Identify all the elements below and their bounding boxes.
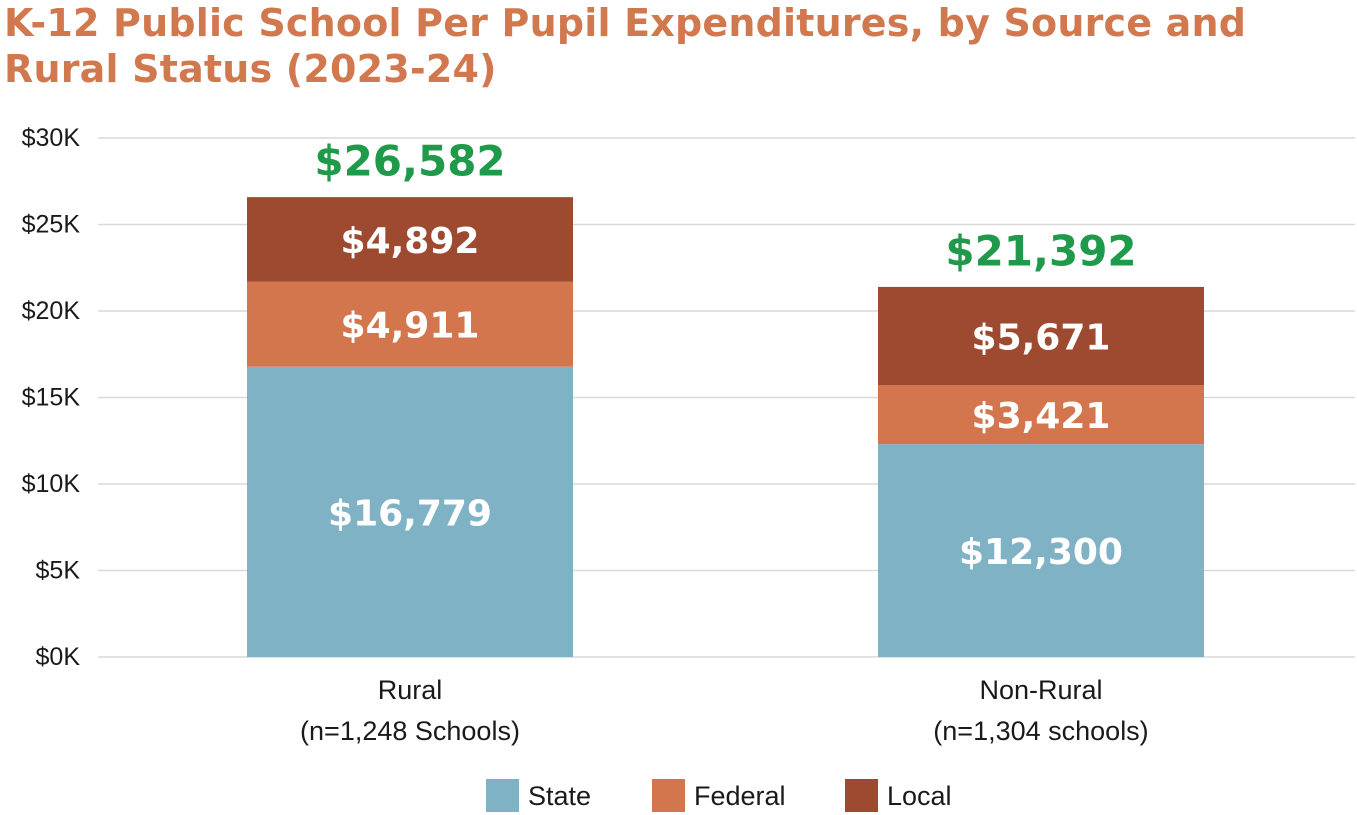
y-tick-label: $25K	[22, 211, 81, 239]
y-tick-label: $10K	[22, 470, 81, 498]
legend-label: Federal	[694, 781, 786, 811]
bar-segment-federal	[878, 385, 1204, 445]
legend-label: State	[528, 781, 591, 811]
total-value-label: $21,392	[945, 226, 1136, 275]
legend-label: Local	[887, 781, 952, 811]
category-sublabel: (n=1,248 Schools)	[300, 716, 520, 746]
y-tick-label: $5K	[36, 557, 81, 585]
segment-value-label: $5,671	[972, 317, 1111, 358]
legend-swatch-federal	[652, 779, 685, 812]
bar-segment-federal	[247, 281, 573, 367]
y-tick-label: $30K	[22, 124, 81, 152]
category-label: Rural	[378, 675, 443, 705]
chart-title: K-12 Public School Per Pupil Expenditure…	[4, 1, 1247, 91]
segment-value-label: $3,421	[972, 396, 1111, 437]
legend-swatch-state	[486, 779, 519, 812]
segment-value-label: $12,300	[959, 532, 1123, 573]
x-axis-labels: Rural (n=1,248 Schools) Non-Rural (n=1,304 …	[300, 675, 1149, 746]
data-labels: $16,779 $4,911 $4,892 $26,582 $12,300 $3,421 $…	[314, 137, 1136, 573]
category-label: Non-Rural	[979, 675, 1102, 705]
y-axis-ticks: $0K $5K $10K $15K $20K $25K $30K	[22, 124, 81, 671]
legend: State Federal Local	[486, 779, 952, 812]
bar-segment-state	[878, 444, 1204, 657]
total-value-label: $26,582	[314, 137, 505, 186]
legend-swatch-local	[845, 779, 878, 812]
category-sublabel: (n=1,304 schools)	[933, 716, 1148, 746]
y-tick-label: $0K	[36, 643, 81, 671]
bars	[247, 197, 1204, 657]
y-tick-label: $15K	[22, 384, 81, 412]
segment-value-label: $16,779	[328, 493, 492, 534]
segment-value-label: $4,892	[341, 221, 480, 262]
segment-value-label: $4,911	[341, 306, 480, 347]
bar-segment-state	[247, 366, 573, 657]
y-tick-label: $20K	[22, 297, 81, 325]
bar-segment-local	[247, 197, 573, 282]
bar-segment-local	[878, 286, 1204, 386]
